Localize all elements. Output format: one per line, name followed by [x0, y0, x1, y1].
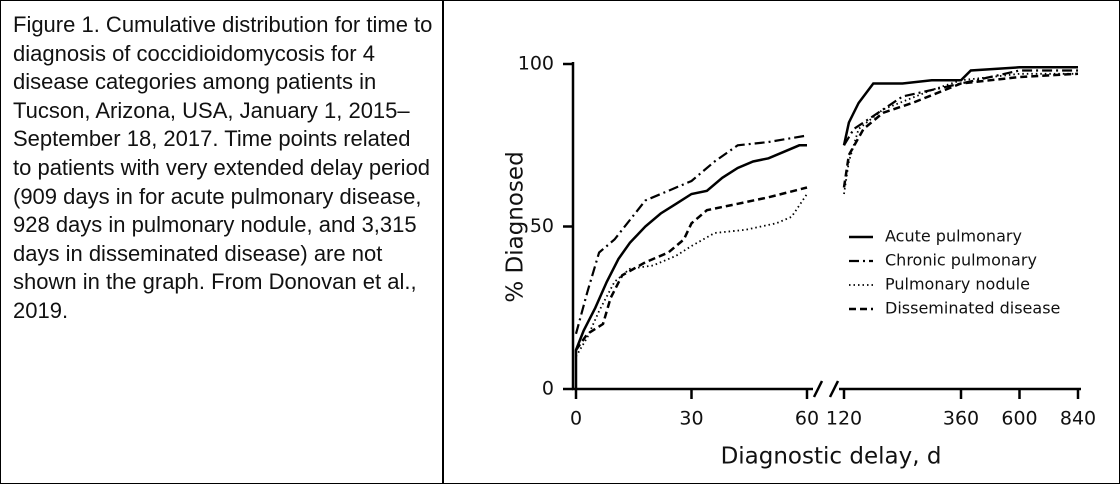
x-tick-label: 600 — [1001, 408, 1037, 430]
divider — [442, 1, 444, 483]
x-tick-label: 0 — [570, 408, 582, 430]
series-line — [575, 72, 1078, 357]
y-tick-label: 100 — [518, 53, 554, 75]
y-tick-label: 50 — [530, 215, 554, 237]
axis-break — [828, 380, 840, 398]
legend-label: Disseminated disease — [885, 299, 1060, 318]
x-tick-label: 60 — [795, 408, 819, 430]
x-tick-label: 120 — [826, 408, 862, 430]
x-tick-label: 840 — [1060, 408, 1096, 430]
x-tick-label: 30 — [679, 408, 703, 430]
x-tick-label: 360 — [943, 408, 979, 430]
caption: Figure 1. Cumulative distribution for ti… — [13, 12, 433, 323]
legend-label: Acute pulmonary — [885, 227, 1022, 246]
y-axis-title: % Diagnosed — [503, 151, 529, 302]
x-axis-title: Diagnostic delay, d — [721, 444, 942, 470]
legend-label: Pulmonary nodule — [885, 275, 1030, 294]
series-line — [574, 72, 1079, 351]
axis-break — [812, 380, 824, 398]
legend-label: Chronic pulmonary — [885, 251, 1037, 270]
series-line — [574, 66, 1078, 389]
y-tick-label: 0 — [542, 378, 554, 400]
series-line — [574, 69, 1078, 335]
